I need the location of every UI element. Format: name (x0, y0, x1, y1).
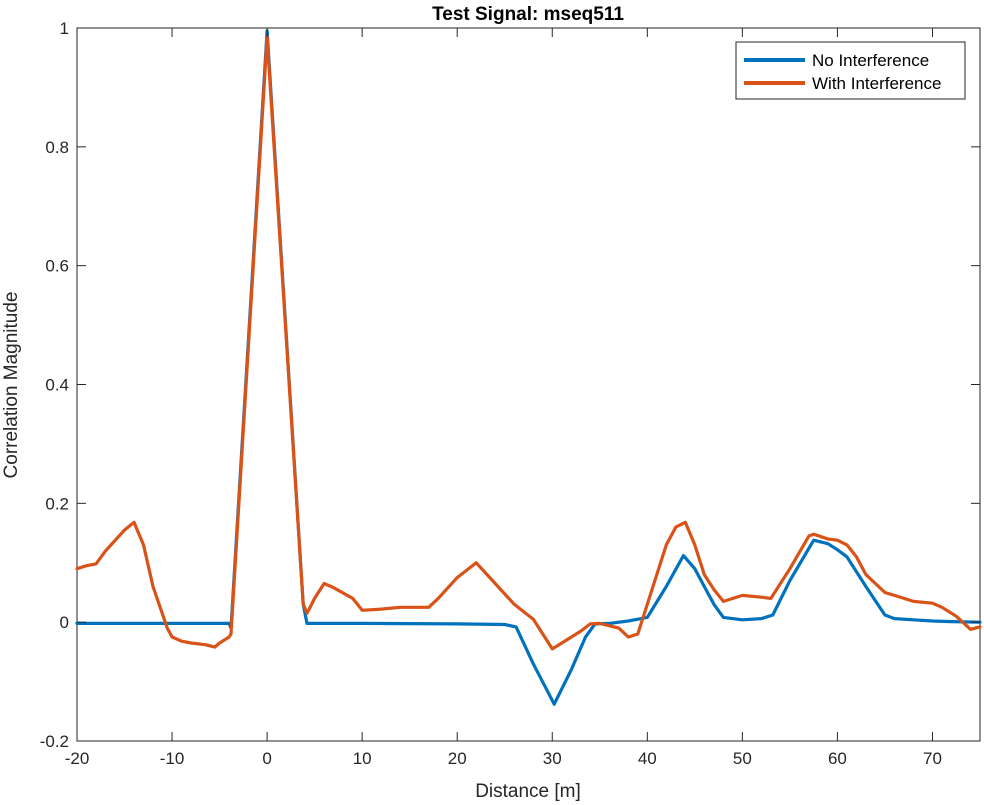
series-line-with-interference (75, 35, 982, 651)
axes-box (76, 27, 981, 742)
series-line-no-interference (75, 29, 982, 706)
x-tick-label: 0 (262, 749, 271, 768)
x-tick-label: 70 (923, 749, 942, 768)
x-tick-label: -20 (65, 749, 90, 768)
x-tick-label: 10 (353, 749, 372, 768)
y-tick-label: 0.4 (45, 376, 69, 395)
x-tick-label: 40 (638, 749, 657, 768)
x-tick-label: -10 (160, 749, 185, 768)
y-tick-label: 1 (60, 19, 69, 38)
y-tick-label: 0.2 (45, 494, 69, 513)
x-tick-label: 60 (828, 749, 847, 768)
y-tick-label: -0.2 (40, 732, 69, 751)
x-tick-labels: -20 -10 0 10 20 30 40 50 60 70 (65, 749, 942, 768)
x-axis-label: Distance [m] (475, 781, 581, 802)
plot-area (75, 27, 982, 742)
legend-label-no-interference: No Interference (812, 51, 929, 70)
legend-box (735, 41, 966, 100)
y-tick-label: 0.8 (45, 138, 69, 157)
y-tick-label: 0.6 (45, 257, 69, 276)
legend: No Interference With Interference (735, 41, 966, 100)
y-tick-labels: -0.2 0 0.2 0.4 0.6 0.8 1 (40, 19, 69, 751)
y-tick-label: 0 (60, 613, 69, 632)
x-tick-label: 50 (733, 749, 752, 768)
tick-marks (76, 27, 980, 742)
series-layer (75, 29, 982, 706)
legend-label-with-interference: With Interference (812, 74, 941, 93)
x-tick-label: 20 (448, 749, 467, 768)
chart-title: Test Signal: mseq511 (432, 4, 624, 25)
y-axis-label: Correlation Magnitude (1, 292, 22, 479)
x-tick-label: 30 (543, 749, 562, 768)
